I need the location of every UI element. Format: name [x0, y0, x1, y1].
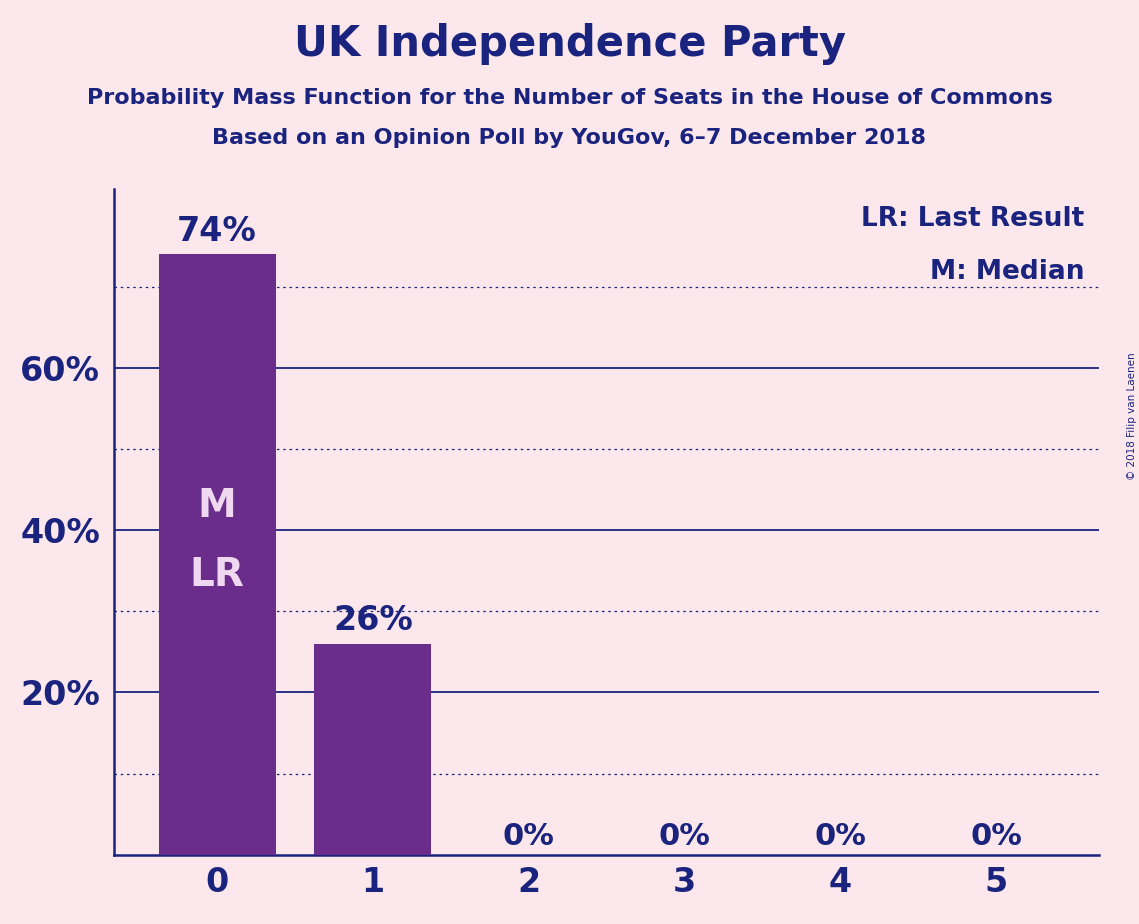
Text: M: Median: M: Median [929, 260, 1084, 286]
Bar [314, 644, 432, 855]
Text: 0%: 0% [814, 822, 866, 851]
Text: M: M [198, 487, 237, 525]
Text: 26%: 26% [333, 604, 412, 638]
Text: 0%: 0% [658, 822, 711, 851]
Text: © 2018 Filip van Laenen: © 2018 Filip van Laenen [1126, 352, 1137, 480]
Text: UK Independence Party: UK Independence Party [294, 23, 845, 65]
Text: LR: Last Result: LR: Last Result [861, 206, 1084, 232]
Text: LR: LR [190, 556, 245, 594]
Bar [158, 254, 276, 855]
Text: 0%: 0% [970, 822, 1022, 851]
Text: 74%: 74% [178, 215, 257, 248]
Text: 0%: 0% [502, 822, 555, 851]
Text: Based on an Opinion Poll by YouGov, 6–7 December 2018: Based on an Opinion Poll by YouGov, 6–7 … [213, 128, 926, 148]
Text: Probability Mass Function for the Number of Seats in the House of Commons: Probability Mass Function for the Number… [87, 88, 1052, 108]
